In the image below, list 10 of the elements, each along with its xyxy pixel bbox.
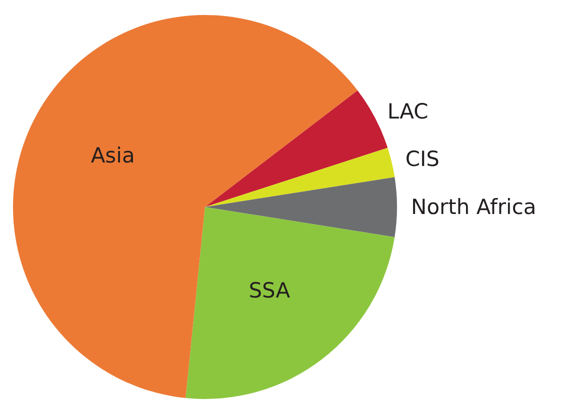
pie-slice (205, 177, 397, 238)
pie-slice (205, 90, 388, 207)
pie-slice (186, 207, 395, 399)
pie-slice (205, 148, 395, 207)
slice-label: Asia (90, 143, 135, 168)
slice-label: LAC (387, 99, 428, 124)
pie-slice (13, 15, 358, 398)
slice-label: SSA (248, 278, 291, 303)
slice-label: CIS (405, 147, 440, 172)
slice-label: North Africa (411, 195, 536, 220)
